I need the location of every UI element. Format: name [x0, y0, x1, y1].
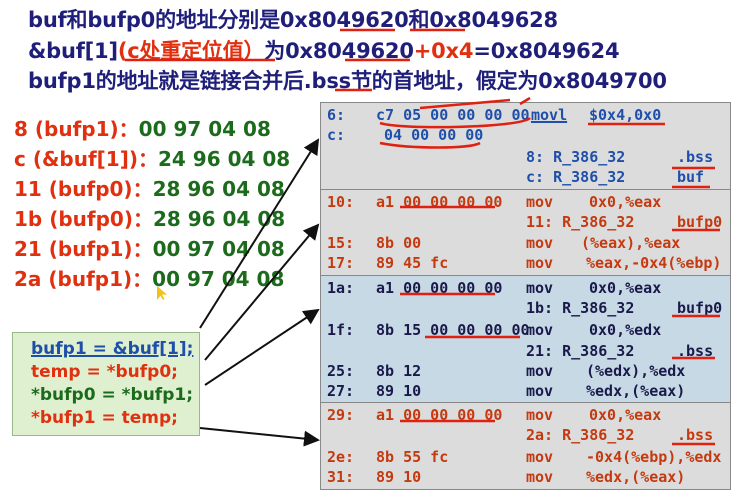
asm-addr: 2e:	[327, 448, 355, 466]
asm-block-2: 10: a1 00 00 00 00 mov 0x0,%eax 11: R_38…	[320, 189, 731, 276]
asm-addr: 29:	[327, 406, 355, 424]
asm-operands: %edx,(%eax)	[586, 468, 686, 486]
asm-instr: mov	[526, 382, 554, 400]
asm-addr: 27:	[327, 382, 355, 400]
asm-operands: -0x4(%ebp),%edx	[586, 448, 722, 466]
asm-operands: (%eax),%eax	[581, 234, 681, 252]
code-line: temp = *bufp0;	[31, 362, 178, 382]
asm-reloc: 2a: R_386_32	[526, 426, 635, 444]
header-line-2: &buf[1](c处重定位值）为0x8049620+0x4=0x8049624	[28, 35, 620, 65]
asm-addr: 25:	[327, 362, 355, 380]
asm-reloc-symbol: .bss	[677, 148, 714, 166]
reloc-value-row: 11 (bufp0)：28 96 04 08	[14, 173, 285, 202]
asm-instr: mov	[526, 321, 554, 339]
reloc-key: 11 (bufp0)：	[14, 177, 153, 201]
reloc-key: 8 (bufp1)：	[14, 117, 139, 141]
reloc-value-row: c (&buf[1])：24 96 04 08	[14, 143, 290, 172]
asm-addr: c:	[327, 126, 346, 144]
arrow-line-1	[199, 138, 320, 329]
asm-reloc-symbol: bufp0	[677, 299, 723, 317]
asm-instr: mov	[526, 279, 554, 297]
asm-bytes: 8b 12	[376, 362, 422, 380]
mouse-pointer-icon	[157, 286, 167, 300]
reloc-key: 2a (bufp1)：	[14, 267, 153, 291]
code-line: *bufp1 = temp;	[31, 408, 178, 428]
asm-bytes: c7 05 00 00 00 00	[376, 106, 530, 124]
asm-operands: 0x0,%eax	[589, 406, 662, 424]
code-line: bufp1 = &buf[1];	[31, 339, 194, 359]
asm-operands: 0x0,%edx	[589, 321, 662, 339]
asm-addr: 10:	[327, 193, 355, 211]
asm-bytes: 8b 15 00 00 00 00	[376, 321, 530, 339]
asm-bytes: a1 00 00 00 00	[376, 279, 503, 297]
asm-operands: %edx,(%eax)	[586, 382, 686, 400]
asm-operands: $0x4,0x0	[589, 106, 662, 124]
buf1-ref: &buf[1]	[28, 39, 118, 63]
arrow-line-4	[199, 427, 320, 447]
offset: +0x4	[413, 39, 474, 63]
reloc-key: c (&buf[1])：	[14, 147, 158, 171]
reloc-val: 24 96 04 08	[158, 147, 291, 171]
asm-block-1: 6: c7 05 00 00 00 00 movl $0x4,0x0 c: 04…	[320, 102, 731, 190]
asm-bytes: a1 00 00 00 00	[376, 406, 503, 424]
asm-reloc: c: R_386_32	[526, 168, 626, 186]
header-line-1: buf和bufp0的地址分别是0x8049620和0x8049628	[28, 8, 558, 32]
asm-block-4: 29: a1 00 00 00 00 mov 0x0,%eax 2a: R_38…	[320, 402, 731, 490]
reloc-value-row: 21 (bufp1)：00 97 04 08	[14, 233, 285, 262]
asm-reloc: 21: R_386_32	[526, 342, 635, 360]
asm-operands: 0x0,%eax	[589, 279, 662, 297]
reloc-key: 1b (bufp0)：	[14, 207, 153, 231]
result-addr: =0x8049624	[473, 39, 620, 63]
arrow-to-bytes	[419, 96, 531, 110]
asm-addr: 1a:	[327, 279, 355, 297]
asm-operands: 0x0,%eax	[589, 193, 662, 211]
asm-reloc: 11: R_386_32	[526, 213, 635, 231]
asm-operands: (%edx),%edx	[586, 362, 686, 380]
asm-operands: %eax,-0x4(%ebp)	[586, 254, 722, 272]
arrow-line-2	[204, 223, 320, 361]
reloc-val: 00 97 04 08	[138, 117, 271, 141]
asm-addr: 17:	[327, 254, 355, 272]
asm-instr: mov	[526, 254, 554, 272]
reloc-val: 00 97 04 08	[152, 237, 285, 261]
asm-reloc-symbol: .bss	[677, 426, 714, 444]
asm-instr: mov	[526, 468, 554, 486]
asm-bytes: 04 00 00 00	[384, 126, 484, 144]
asm-bytes: 8b 00	[376, 234, 422, 252]
asm-addr: 15:	[327, 234, 355, 252]
asm-reloc-symbol: buf	[677, 168, 705, 186]
asm-reloc-symbol: .bss	[677, 342, 714, 360]
underline-c-bytes	[379, 141, 481, 149]
asm-bytes: 89 10	[376, 382, 422, 400]
asm-block-3: 1a: a1 00 00 00 00 mov 0x0,%eax 1b: R_38…	[320, 275, 731, 403]
reloc-val: 28 96 04 08	[152, 177, 285, 201]
asm-addr: 31:	[327, 468, 355, 486]
asm-bytes: 8b 55 fc	[376, 448, 449, 466]
source-code-box: bufp1 = &buf[1]; temp = *bufp0; *bufp0 =…	[12, 332, 200, 436]
asm-instr: mov	[526, 362, 554, 380]
asm-reloc: 8: R_386_32	[526, 148, 626, 166]
circle-bytes	[379, 116, 531, 129]
asm-instr: mov	[526, 193, 554, 211]
code-line: *bufp0 = *bufp1;	[31, 385, 193, 405]
reloc-value-row: 2a (bufp1)：00 97 04 08	[14, 263, 284, 292]
reloc-val: 00 97 04 08	[152, 267, 285, 291]
asm-instr: mov	[526, 406, 554, 424]
reloc-key: 21 (bufp1)：	[14, 237, 153, 261]
asm-instr: mov	[526, 234, 554, 252]
asm-bytes: 89 45 fc	[376, 254, 449, 272]
asm-instr: movl	[531, 106, 568, 124]
asm-reloc: 1b: R_386_32	[526, 299, 635, 317]
asm-addr: 1f:	[327, 321, 355, 339]
asm-reloc-symbol: bufp0	[677, 213, 723, 231]
arrow-line-3	[204, 308, 320, 386]
asm-instr: mov	[526, 448, 554, 466]
reloc-value-row: 8 (bufp1)：00 97 04 08	[14, 113, 271, 142]
asm-bytes: 89 10	[376, 468, 422, 486]
asm-addr: 6:	[327, 106, 346, 124]
